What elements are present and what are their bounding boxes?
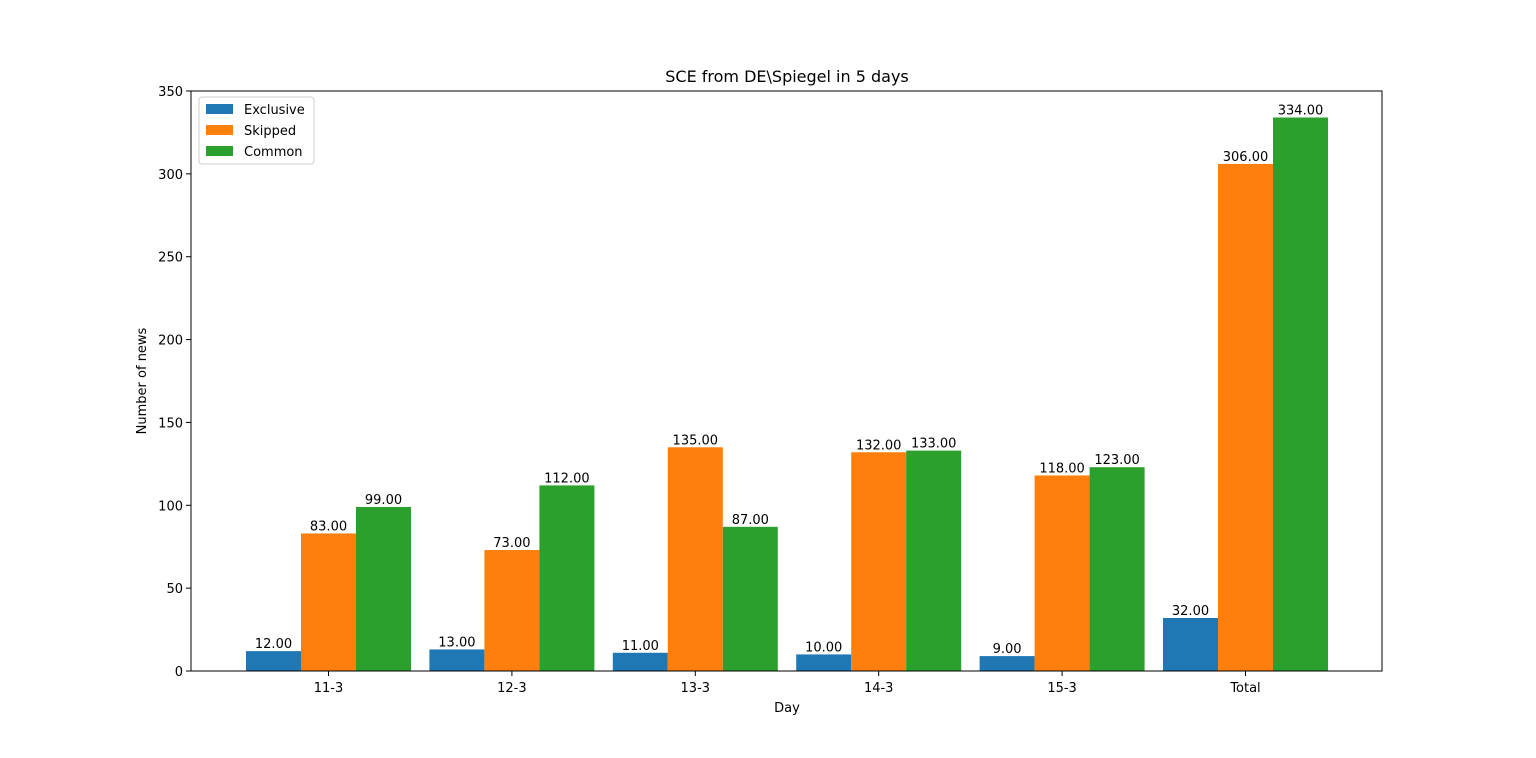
bar-exclusive-11-3: [246, 651, 301, 671]
bar-common-14-3: [906, 450, 962, 671]
bar-common-total: [1273, 117, 1328, 671]
bar-value-label: 32.00: [1172, 604, 1209, 619]
bar-value-label: 73.00: [493, 536, 530, 551]
bar-value-label: 334.00: [1278, 104, 1324, 119]
legend-swatch-exclusive: [206, 104, 233, 114]
x-tick-label: 12-3: [497, 681, 527, 696]
y-tick-label: 350: [158, 85, 183, 100]
x-tick-label: Total: [1229, 681, 1260, 696]
y-tick-label: 0: [175, 665, 183, 680]
bar-value-label: 99.00: [365, 493, 402, 508]
x-tick-label: 14-3: [864, 681, 894, 696]
y-tick-label: 150: [158, 416, 183, 431]
bar-value-label: 133.00: [911, 437, 957, 452]
bar-skipped-total: [1218, 163, 1273, 671]
bar-value-label: 12.00: [255, 637, 292, 652]
bar-skipped-14-3: [851, 452, 907, 671]
legend-swatch-common: [206, 146, 233, 156]
legend-label-exclusive: Exclusive: [244, 103, 305, 118]
bar-exclusive-12-3: [429, 649, 485, 671]
x-tick-label: 11-3: [314, 681, 344, 696]
bars: [246, 117, 1328, 671]
bar-common-15-3: [1089, 467, 1145, 671]
y-axis-label: Number of news: [135, 327, 150, 434]
bar-value-label: 112.00: [544, 471, 590, 486]
y-tick-label: 250: [158, 251, 183, 266]
bar-value-label: 83.00: [310, 519, 347, 534]
legend-label-common: Common: [244, 145, 303, 160]
legend-swatch-skipped: [206, 125, 233, 135]
bar-exclusive-13-3: [612, 652, 668, 671]
bar-skipped-12-3: [484, 550, 540, 671]
bar-value-label: 135.00: [673, 433, 719, 448]
bar-common-12-3: [539, 485, 595, 671]
y-tick-label: 50: [166, 582, 183, 597]
x-tick-label: 13-3: [681, 681, 711, 696]
y-tick-label: 200: [158, 334, 183, 349]
y-axis: 0 50 100 150 200 250 300 350: [158, 85, 191, 680]
bar-skipped-13-3: [667, 447, 723, 671]
x-tick-label: 15-3: [1047, 681, 1077, 696]
bar-skipped-11-3: [301, 533, 356, 671]
bar-value-label: 13.00: [438, 635, 475, 650]
bar-exclusive-15-3: [979, 656, 1035, 671]
bar-value-label: 306.00: [1223, 150, 1269, 165]
bar-value-label: 118.00: [1039, 461, 1085, 476]
bar-value-label: 123.00: [1094, 453, 1140, 468]
bar-value-label: 11.00: [622, 639, 659, 654]
bar-value-label: 87.00: [732, 513, 769, 528]
bar-value-label: 10.00: [805, 640, 842, 655]
x-axis-label: Day: [774, 701, 800, 716]
legend-label-skipped: Skipped: [244, 124, 296, 139]
plot-frame: [190, 90, 1383, 672]
bar-value-labels: 12.00 83.00 99.00 13.00 73.00 112.00 11.00 135.…: [255, 104, 1323, 658]
chart-title: SCE from DE\Spiegel in 5 days: [665, 67, 909, 86]
bar-exclusive-total: [1163, 617, 1218, 671]
y-tick-label: 300: [158, 168, 183, 183]
bar-exclusive-14-3: [796, 654, 852, 671]
bar-value-label: 9.00: [993, 642, 1022, 657]
y-tick-label: 100: [158, 499, 183, 514]
bar-common-13-3: [722, 526, 778, 671]
legend: Exclusive Skipped Common: [198, 96, 315, 165]
bar-skipped-15-3: [1034, 475, 1090, 671]
x-axis: 11-3 12-3 13-3 14-3 15-3 Total: [314, 671, 1261, 696]
bar-common-11-3: [356, 506, 411, 671]
bar-value-label: 132.00: [856, 438, 902, 453]
